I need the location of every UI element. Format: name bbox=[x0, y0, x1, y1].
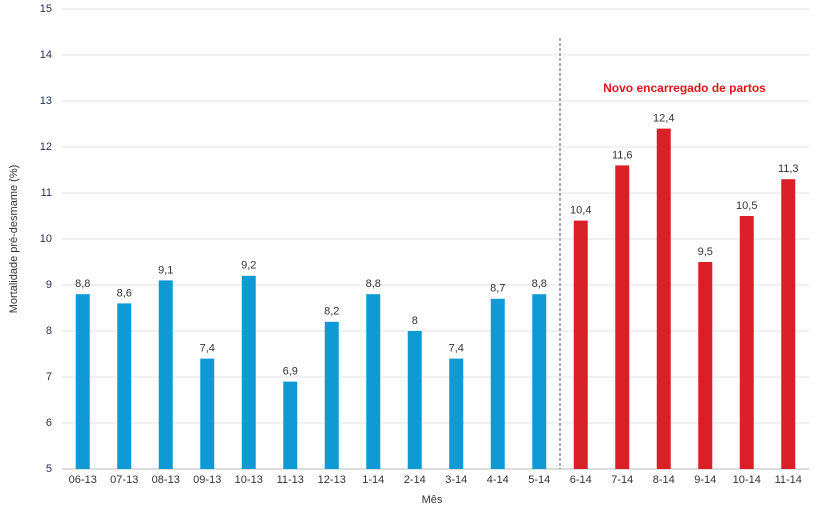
y-tick-label: 11 bbox=[41, 187, 52, 199]
value-label: 12,4 bbox=[653, 113, 674, 125]
value-label: 9,2 bbox=[241, 260, 256, 272]
value-label: 9,1 bbox=[158, 264, 173, 276]
bar bbox=[739, 216, 754, 469]
x-tick-label: 11-13 bbox=[277, 474, 304, 486]
annotation: Novo encarregado de partos bbox=[603, 81, 766, 95]
x-tick-label: 2-14 bbox=[404, 474, 426, 486]
value-label: 8 bbox=[412, 315, 418, 327]
x-tick-label: 6-14 bbox=[570, 474, 592, 486]
value-label: 10,4 bbox=[570, 205, 591, 217]
x-tick-label: 07-13 bbox=[110, 474, 138, 486]
value-label: 6,9 bbox=[283, 366, 298, 378]
value-label: 8,8 bbox=[532, 278, 547, 290]
x-tick-label: 7-14 bbox=[611, 474, 633, 486]
x-tick-label: 8-14 bbox=[653, 474, 675, 486]
bar bbox=[532, 294, 547, 469]
y-tick-label: 6 bbox=[46, 417, 52, 429]
bar bbox=[490, 298, 505, 469]
y-tick-label: 14 bbox=[40, 49, 52, 61]
x-tick-label: 09-13 bbox=[193, 474, 221, 486]
x-tick-label: 10-13 bbox=[235, 474, 263, 486]
x-tick-label: 11-14 bbox=[775, 474, 802, 486]
x-tick-label: 4-14 bbox=[487, 474, 509, 486]
y-tick-label: 13 bbox=[40, 95, 52, 107]
value-label: 8,8 bbox=[366, 278, 381, 290]
y-tick-label: 12 bbox=[40, 141, 52, 153]
bar bbox=[656, 128, 671, 469]
bar bbox=[283, 381, 298, 469]
y-tick-label: 15 bbox=[40, 3, 52, 15]
bar bbox=[366, 294, 381, 469]
x-tick-label: 3-14 bbox=[445, 474, 467, 486]
bar bbox=[573, 220, 588, 469]
bar bbox=[158, 280, 173, 469]
x-tick-label: 5-14 bbox=[528, 474, 550, 486]
bar bbox=[615, 165, 630, 469]
value-label: 8,6 bbox=[117, 287, 132, 299]
bar bbox=[324, 321, 339, 469]
value-label: 9,5 bbox=[698, 246, 713, 258]
y-tick-label: 10 bbox=[40, 233, 52, 245]
value-label: 7,4 bbox=[200, 343, 215, 355]
x-axis-label: Mês bbox=[422, 494, 443, 506]
value-label: 11,3 bbox=[778, 163, 799, 175]
y-axis-label: Mortalidade pré-desmame (%) bbox=[8, 165, 20, 314]
value-label: 8,7 bbox=[490, 283, 505, 295]
bar bbox=[449, 358, 464, 469]
bar bbox=[407, 331, 422, 469]
value-label: 8,2 bbox=[324, 306, 339, 318]
x-tick-label: 06-13 bbox=[69, 474, 97, 486]
bar bbox=[117, 303, 132, 469]
value-label: 11,6 bbox=[612, 149, 633, 161]
x-tick-label: 1-14 bbox=[362, 474, 384, 486]
x-tick-label: 12-13 bbox=[318, 474, 346, 486]
value-label: 10,5 bbox=[736, 200, 757, 212]
value-label: 8,8 bbox=[75, 278, 90, 290]
bar bbox=[698, 262, 713, 469]
bar bbox=[241, 275, 256, 469]
x-tick-label: 9-14 bbox=[694, 474, 716, 486]
bar bbox=[200, 358, 215, 469]
y-tick-label: 7 bbox=[46, 371, 52, 383]
x-tick-label: 08-13 bbox=[152, 474, 180, 486]
y-tick-label: 9 bbox=[46, 279, 52, 291]
value-label: 7,4 bbox=[449, 343, 464, 355]
y-tick-label: 5 bbox=[46, 463, 52, 475]
y-tick-label: 8 bbox=[46, 325, 52, 337]
x-tick-label: 10-14 bbox=[733, 474, 761, 486]
bar bbox=[781, 179, 796, 469]
bar bbox=[75, 294, 90, 469]
